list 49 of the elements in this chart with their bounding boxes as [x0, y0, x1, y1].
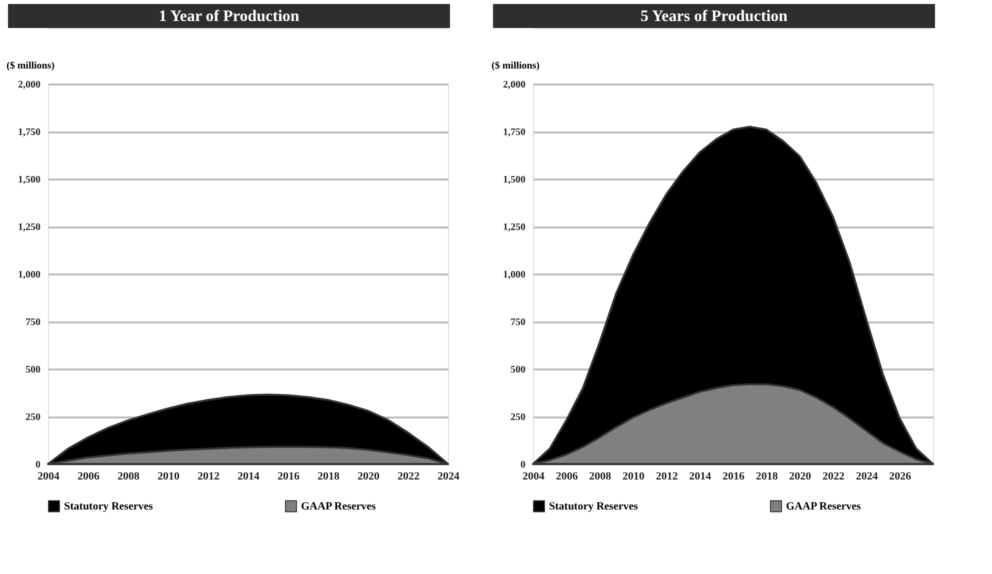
y-tick-label: 250 [510, 412, 526, 423]
y-tick-label: 2,000 [18, 80, 40, 90]
x-tick-label: 2004 [38, 470, 60, 482]
x-tick-label: 2024 [438, 470, 460, 482]
y-tick-label: 750 [26, 317, 40, 328]
x-tick-label: 2026 [889, 470, 912, 482]
y-tick-label: 1,000 [503, 270, 526, 280]
y-tick-label: 500 [26, 364, 40, 376]
y-tick-label: 1,500 [18, 174, 40, 186]
x-tick-label: 2016 [722, 470, 745, 482]
legend-label: Statutory Reserves [64, 500, 154, 512]
x-tick-label: 2014 [238, 470, 260, 482]
x-tick-label: 2012 [656, 470, 678, 482]
x-tick-label: 2012 [198, 470, 220, 482]
y-tick-label: 250 [26, 412, 40, 423]
y-tick-label: 1,750 [18, 127, 40, 138]
x-tick-label: 2020 [358, 470, 380, 482]
x-tick-label: 2004 [522, 470, 545, 482]
y-tick-label: 1,750 [503, 127, 526, 138]
x-tick-label: 2010 [158, 470, 180, 482]
chart-title: 5 Years of Production [640, 8, 788, 25]
x-tick-label: 2020 [789, 470, 812, 482]
x-tick-label: 2018 [318, 470, 340, 482]
x-tick-label: 2022 [822, 470, 845, 482]
y-tick-label: 1,250 [18, 222, 40, 233]
y-tick-label: 1,500 [503, 174, 526, 186]
legend-label: GAAP Reserves [301, 500, 377, 512]
x-tick-label: 2006 [78, 470, 100, 482]
y-axis-title: ($ millions) [6, 60, 55, 72]
x-tick-label: 2006 [556, 470, 578, 482]
y-axis-title: ($ millions) [492, 60, 540, 72]
y-tick-label: 2,000 [503, 80, 526, 90]
y-tick-label: 0 [36, 460, 40, 470]
y-tick-label: 0 [520, 460, 526, 470]
x-tick-label: 2008 [118, 470, 140, 482]
x-tick-label: 2010 [622, 470, 645, 482]
y-tick-label: 750 [510, 317, 526, 328]
y-tick-label: 500 [510, 364, 526, 376]
x-tick-label: 2022 [398, 470, 420, 482]
chart-title: 1 Year of Production [158, 8, 300, 25]
x-tick-label: 2008 [589, 470, 612, 482]
x-tick-label: 2016 [278, 470, 300, 482]
y-tick-label: 1,000 [18, 270, 40, 280]
legend-label: Statutory Reserves [549, 500, 639, 512]
x-tick-label: 2024 [856, 470, 878, 482]
x-tick-label: 2018 [756, 470, 778, 482]
x-tick-label: 2014 [689, 470, 712, 482]
y-tick-label: 1,250 [503, 222, 526, 233]
legend-label: GAAP Reserves [786, 500, 862, 512]
